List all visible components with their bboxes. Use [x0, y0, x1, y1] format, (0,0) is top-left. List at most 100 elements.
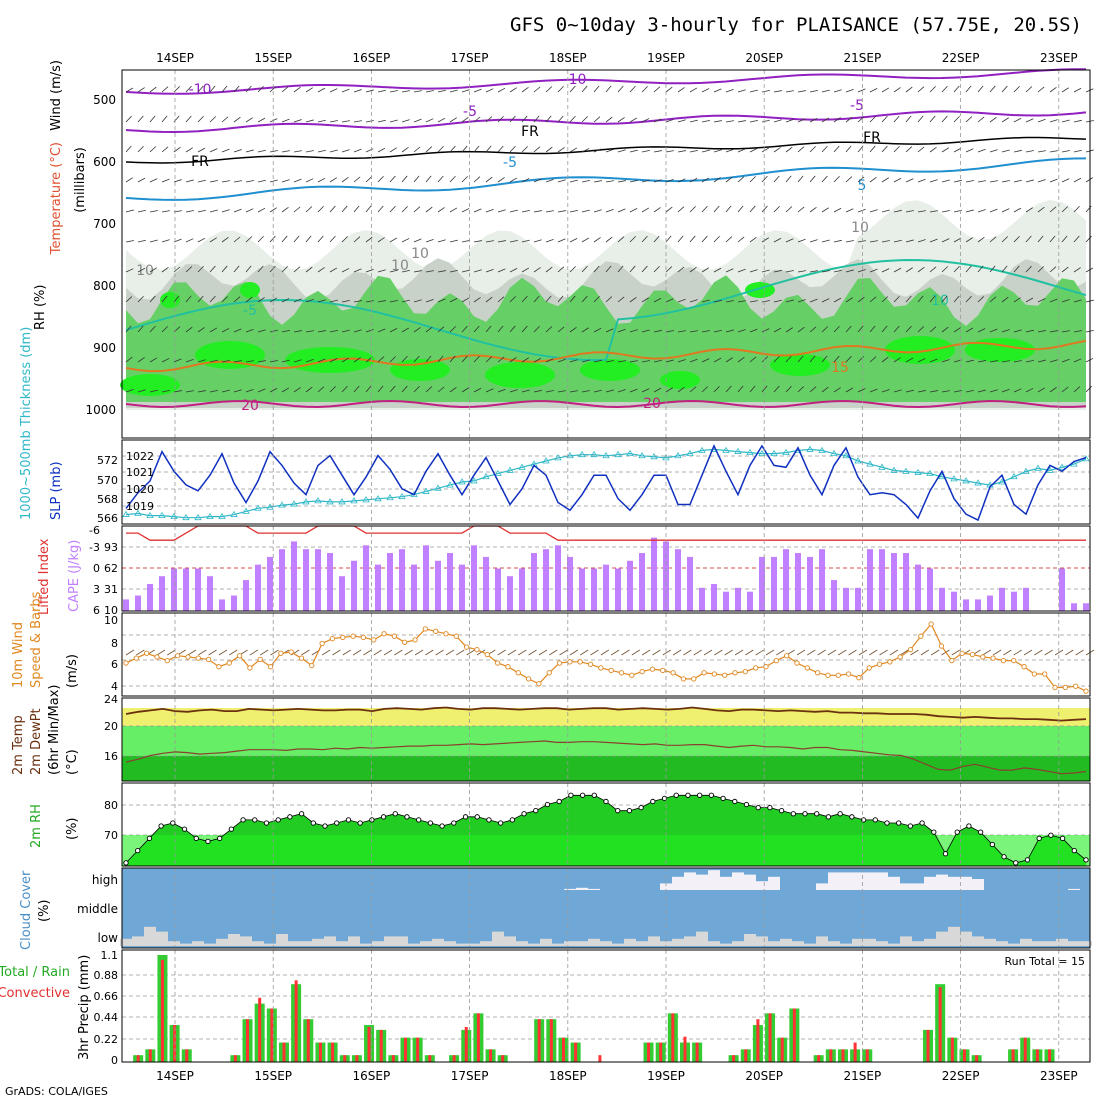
upper-wind-barb: [737, 300, 746, 303]
wind-barb: [683, 649, 692, 656]
wind-barb: [703, 649, 713, 656]
low-cloud-bar: [516, 941, 528, 946]
date-tick-top: 22SEP: [942, 51, 980, 65]
low-cloud-bar: [372, 941, 384, 946]
upper-wind-barb: [725, 148, 734, 153]
precip-tick: 0.88: [94, 969, 119, 982]
rh-cell: [965, 338, 1035, 362]
upper-wind-barb: [401, 299, 410, 303]
rh-cell: [770, 354, 830, 376]
upper-wind-barb: [1025, 118, 1034, 123]
upper-wind-barb: [1049, 330, 1058, 333]
thickness-line-point: [374, 495, 382, 502]
upper-wind-barb: [905, 115, 912, 123]
wind-speed-line-point: [143, 650, 150, 656]
upper-wind-barb: [233, 296, 241, 303]
wind-speed-line-point: [918, 633, 924, 639]
thickness-line-point: [1010, 472, 1018, 480]
cape-tick: 10: [104, 604, 118, 617]
upper-wind-barb: [881, 240, 890, 243]
upper-wind-barb: [605, 328, 614, 333]
wind-barb: [518, 649, 527, 656]
upper-wind-barb: [977, 265, 984, 273]
upper-wind-barb: [425, 355, 432, 363]
thk-tick: 566: [97, 512, 118, 525]
upper-wind-barb: [257, 85, 264, 93]
temp-tick: 24: [104, 693, 118, 706]
wind-speed-line-point: [329, 635, 336, 642]
cape-bar: [651, 537, 657, 611]
upper-wind-barb: [857, 145, 864, 153]
rh-line-point: [942, 851, 949, 857]
rh-line-point: [685, 792, 691, 798]
upper-wind-barb: [953, 390, 962, 393]
rh-line-point: [708, 792, 715, 798]
upper-wind-barb: [917, 210, 926, 213]
upper-wind-barb: [629, 360, 638, 363]
precip-conv-bar: [233, 1055, 237, 1062]
upper-wind-barb: [869, 296, 877, 303]
rh-line-point: [123, 860, 129, 866]
upper-wind-barb: [977, 236, 985, 243]
upper-wind-barb: [497, 240, 506, 243]
upper-wind-barb: [881, 356, 889, 363]
slp-ylabel-slp: SLP (mb): [49, 461, 64, 520]
low-cloud-bar: [852, 938, 864, 946]
upper-wind-barb: [653, 297, 662, 303]
upper-wind-barb: [281, 298, 290, 303]
upper-wind-barb: [749, 385, 756, 393]
wind-barb: [869, 649, 878, 656]
wind-speed-line-point: [391, 633, 398, 639]
upper-wind-barb: [125, 389, 134, 393]
upper-wind-barb: [737, 385, 744, 393]
upper-wind-barb: [533, 146, 541, 153]
cape-bar: [303, 549, 309, 611]
upper-wind-barb: [737, 120, 746, 123]
upper-wind-barb: [401, 119, 410, 123]
panel-frame: [121, 867, 1091, 949]
upper-wind-barb: [1013, 329, 1022, 333]
upper-wind-barb: [473, 88, 482, 93]
upper-wind-barb: [1037, 179, 1046, 183]
upper-wind-barb: [701, 235, 708, 243]
rh-line-point: [474, 814, 480, 820]
cape-bar: [315, 549, 321, 611]
thickness-line-point: [1046, 466, 1054, 473]
cape-bar: [495, 568, 501, 611]
contour-label: 10: [411, 246, 429, 262]
cape-bar: [387, 553, 393, 611]
date-tick-bottom: 17SEP: [451, 1069, 489, 1083]
low-cloud-bar: [972, 936, 984, 946]
upper-wind-barb: [545, 295, 552, 303]
run-total: Run Total = 15: [1005, 955, 1086, 968]
upper-wind-barb: [161, 266, 169, 273]
low-cloud-bar: [264, 943, 276, 946]
upper-wind-barb: [1061, 178, 1070, 183]
upper-wind-barb: [857, 208, 866, 213]
rh-line-point: [790, 811, 796, 817]
contour-label: -5: [503, 155, 517, 171]
upper-wind-barb: [497, 296, 505, 303]
temp-line: [125, 706, 1087, 722]
upper-wind-barb: [209, 180, 218, 183]
upper-wind-barb: [497, 325, 504, 333]
upper-wind-barb: [197, 390, 206, 393]
precip-conv-bar: [671, 1013, 675, 1062]
upper-wind-barb: [521, 389, 530, 393]
upper-wind-barb: [857, 240, 866, 243]
cape-bar: [987, 595, 993, 611]
upper-wind-barb: [557, 390, 566, 393]
panel-frame: [121, 782, 1091, 867]
thickness-line-point: [350, 497, 358, 504]
upper-wind-barb: [353, 357, 361, 363]
upper-wind-barb: [725, 236, 733, 243]
upper-wind-barb: [365, 176, 373, 183]
upper-wind-barb: [737, 329, 746, 333]
upper-wind-barb: [533, 178, 542, 183]
low-cloud-bar: [156, 931, 168, 946]
upper-wind-barb: [881, 325, 888, 333]
cape-bar: [567, 556, 573, 611]
upper-wind-barb: [893, 267, 902, 273]
upper-wind-barb: [773, 175, 780, 183]
wind-barb: [497, 649, 506, 656]
